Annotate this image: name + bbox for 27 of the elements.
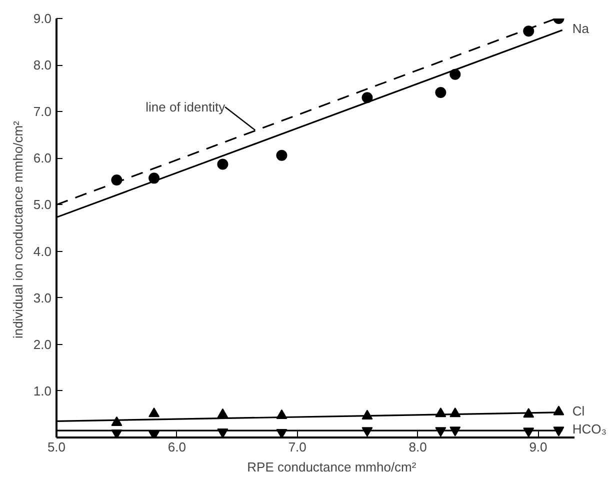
point — [435, 87, 446, 98]
y-tick-label: 4.0 — [33, 244, 52, 259]
x-tick-label: 8.0 — [408, 440, 427, 454]
x-tick-label: 7.0 — [288, 440, 306, 454]
x-tick-label: 6.0 — [168, 440, 186, 454]
x-axis-title: RPE conductance mmho/cm² — [247, 460, 417, 474]
point — [362, 92, 373, 104]
y-tick-label: 3.0 — [33, 290, 52, 306]
series-label: Cl — [572, 403, 585, 418]
y-tick-label: 2.0 — [33, 336, 52, 352]
series-label: HCO₃ — [572, 422, 607, 437]
annotation: line of identity — [146, 99, 226, 114]
point — [450, 68, 461, 80]
point — [276, 150, 288, 161]
y-tick-label: 9.0 — [33, 11, 52, 26]
y-tick-label: 5.0 — [33, 197, 52, 212]
point — [217, 408, 228, 418]
series-label: Na — [572, 21, 590, 36]
x-tick-label: 9.0 — [529, 440, 548, 454]
y-tick-label: 8.0 — [33, 58, 52, 73]
y-tick-label: 6.0 — [33, 150, 52, 166]
x-tick-label: 5.0 — [47, 440, 66, 454]
point — [148, 407, 160, 418]
y-tick-label: 7.0 — [33, 104, 52, 120]
point — [217, 158, 228, 170]
y-tick-label: 1.0 — [33, 383, 52, 398]
y-axis-title: individual ion conductance mmho/cm² — [10, 120, 26, 339]
